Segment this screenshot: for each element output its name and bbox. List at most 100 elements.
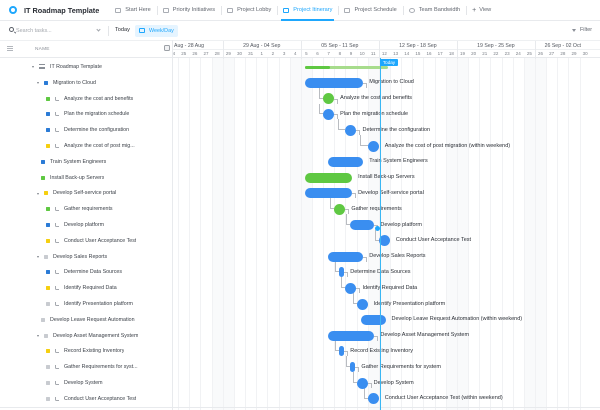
task-bar[interactable] bbox=[349, 362, 356, 373]
milestone-dot[interactable] bbox=[345, 124, 357, 136]
task-name: Identify Required Data bbox=[64, 285, 117, 292]
tab-priority-initiatives[interactable]: Priority Initiatives bbox=[156, 0, 221, 21]
grid-line bbox=[345, 58, 347, 410]
day-header-row: 2425262728293031123456789101112131415161… bbox=[173, 50, 600, 58]
subtask-row[interactable]: Record Existing Inventory bbox=[0, 344, 172, 360]
subtask-row[interactable]: Analyze the cost of post mig... bbox=[0, 138, 172, 154]
task-bar[interactable] bbox=[349, 220, 375, 230]
subtask-row[interactable]: Gather Requirements for syst... bbox=[0, 359, 172, 375]
subtask-row[interactable]: Determine the configuration bbox=[0, 122, 172, 138]
status-square-icon[interactable] bbox=[46, 222, 50, 227]
status-square-icon[interactable] bbox=[44, 333, 48, 338]
week-header-row: Aug - 28 Aug 29 Aug - 04 Sep 05 Sep - 11 S… bbox=[173, 40, 600, 59]
list-icon bbox=[162, 7, 169, 13]
expand-caret-icon[interactable]: ▾ bbox=[36, 333, 39, 339]
name-column-header[interactable]: NAME bbox=[35, 47, 50, 52]
task-row[interactable]: ▾ Develop Self-service portal bbox=[0, 186, 172, 202]
task-row[interactable]: ▾ Develop Asset Management System bbox=[0, 328, 172, 344]
status-square-icon[interactable] bbox=[46, 349, 50, 354]
task-row[interactable]: Develop Leave Request Automation bbox=[0, 312, 172, 328]
task-bar[interactable] bbox=[327, 330, 375, 341]
task-bar[interactable] bbox=[305, 188, 353, 199]
tab-project-itinerary[interactable]: Project Itinerary bbox=[277, 0, 338, 21]
milestone-dot[interactable] bbox=[334, 203, 346, 215]
subtask-row[interactable]: Conduct User Acceptance Test bbox=[0, 233, 172, 249]
day-label: 19 bbox=[459, 51, 465, 56]
expand-caret-icon[interactable]: ▾ bbox=[36, 80, 39, 86]
task-row[interactable]: ▾ Develop Sales Reports bbox=[0, 249, 172, 265]
subtask-row[interactable]: Identify Required Data bbox=[0, 280, 172, 296]
status-square-icon[interactable] bbox=[46, 207, 50, 212]
tab-start-here[interactable]: Start Here bbox=[109, 0, 157, 21]
task-bar[interactable] bbox=[361, 314, 386, 325]
task-row[interactable]: ▾ Migration to Cloud bbox=[0, 75, 172, 91]
add-view-button[interactable]: + View bbox=[466, 0, 497, 21]
milestone-dot[interactable] bbox=[345, 282, 357, 294]
task-bar[interactable] bbox=[338, 346, 345, 357]
subtask-row[interactable]: Plan the migration schedule bbox=[0, 107, 172, 123]
status-square-icon[interactable] bbox=[46, 380, 50, 385]
status-square-icon[interactable] bbox=[44, 254, 48, 259]
status-square-icon[interactable] bbox=[46, 286, 50, 291]
status-square-icon[interactable] bbox=[46, 143, 50, 148]
tab-label: Project Schedule bbox=[354, 7, 397, 13]
status-square-icon[interactable] bbox=[44, 191, 48, 196]
grid-line bbox=[356, 58, 358, 410]
subtask-row[interactable]: Identify Presentation platform bbox=[0, 296, 172, 312]
task-bar[interactable] bbox=[305, 77, 364, 88]
milestone-dot[interactable] bbox=[367, 140, 379, 152]
dependency-handle[interactable] bbox=[375, 226, 381, 231]
milestone-dot[interactable] bbox=[378, 235, 390, 247]
status-square-icon[interactable] bbox=[44, 80, 48, 85]
status-square-icon[interactable] bbox=[46, 112, 50, 117]
expand-caret-icon[interactable]: ▾ bbox=[36, 254, 39, 260]
task-row[interactable]: Install Back-up Servers bbox=[0, 170, 172, 186]
tab-project-schedule[interactable]: Project Schedule bbox=[338, 0, 402, 21]
status-square-icon[interactable] bbox=[46, 396, 50, 401]
subtask-row[interactable]: Develop System bbox=[0, 375, 172, 391]
search-input[interactable] bbox=[16, 25, 96, 36]
summary-progress-fill bbox=[305, 65, 330, 69]
chevron-down-icon[interactable] bbox=[96, 27, 101, 32]
expand-caret-icon[interactable]: ▾ bbox=[31, 64, 34, 70]
task-name: IT Roadmap Template bbox=[50, 63, 102, 70]
status-square-icon[interactable] bbox=[46, 238, 50, 243]
task-bar[interactable] bbox=[327, 251, 364, 262]
collapse-panel-icon[interactable] bbox=[7, 46, 13, 51]
filter-button[interactable]: Filter bbox=[572, 25, 592, 36]
today-button[interactable]: Today bbox=[115, 27, 130, 33]
milestone-dot[interactable] bbox=[323, 93, 335, 105]
gantt-chart[interactable]: Aug - 28 Aug 29 Aug - 04 Sep 05 Sep - 11 S… bbox=[173, 40, 600, 410]
task-bar[interactable] bbox=[338, 267, 345, 278]
milestone-dot[interactable] bbox=[367, 393, 379, 405]
milestone-dot[interactable] bbox=[356, 298, 368, 310]
status-square-icon[interactable] bbox=[46, 301, 50, 306]
task-row[interactable]: Train System Engineers bbox=[0, 154, 172, 170]
list-row[interactable]: ▾ IT Roadmap Template bbox=[0, 59, 172, 75]
gantt-settings-icon[interactable] bbox=[164, 45, 170, 51]
expand-caret-icon[interactable]: ▾ bbox=[36, 190, 39, 196]
status-square-icon[interactable] bbox=[46, 128, 50, 133]
milestone-dot[interactable] bbox=[356, 377, 368, 389]
tab-team-bandwidth[interactable]: Team Bandwidth bbox=[402, 0, 466, 21]
summary-progress-bar[interactable] bbox=[305, 65, 388, 69]
workload-icon bbox=[408, 7, 415, 13]
subtask-row[interactable]: Analyze the cost and benefits bbox=[0, 91, 172, 107]
subtask-row[interactable]: Determine Data Sources bbox=[0, 265, 172, 281]
status-square-icon[interactable] bbox=[46, 365, 50, 370]
status-square-icon[interactable] bbox=[41, 317, 45, 322]
status-square-icon[interactable] bbox=[46, 270, 50, 275]
task-bar[interactable] bbox=[327, 156, 364, 167]
tab-project-lobby[interactable]: Project Lobby bbox=[221, 0, 277, 21]
grid-line bbox=[434, 58, 436, 410]
status-square-icon[interactable] bbox=[41, 175, 45, 180]
scale-week-day-button[interactable]: Week/Day bbox=[135, 24, 178, 37]
task-bar[interactable] bbox=[305, 172, 353, 183]
milestone-dot[interactable] bbox=[323, 108, 335, 120]
subtask-row[interactable]: Gather requirements bbox=[0, 201, 172, 217]
subtask-row[interactable]: Conduct User Acceptance Test bbox=[0, 391, 172, 407]
status-square-icon[interactable] bbox=[41, 159, 45, 164]
day-label: 22 bbox=[493, 51, 499, 56]
subtask-row[interactable]: Develop platform bbox=[0, 217, 172, 233]
status-square-icon[interactable] bbox=[46, 96, 50, 101]
